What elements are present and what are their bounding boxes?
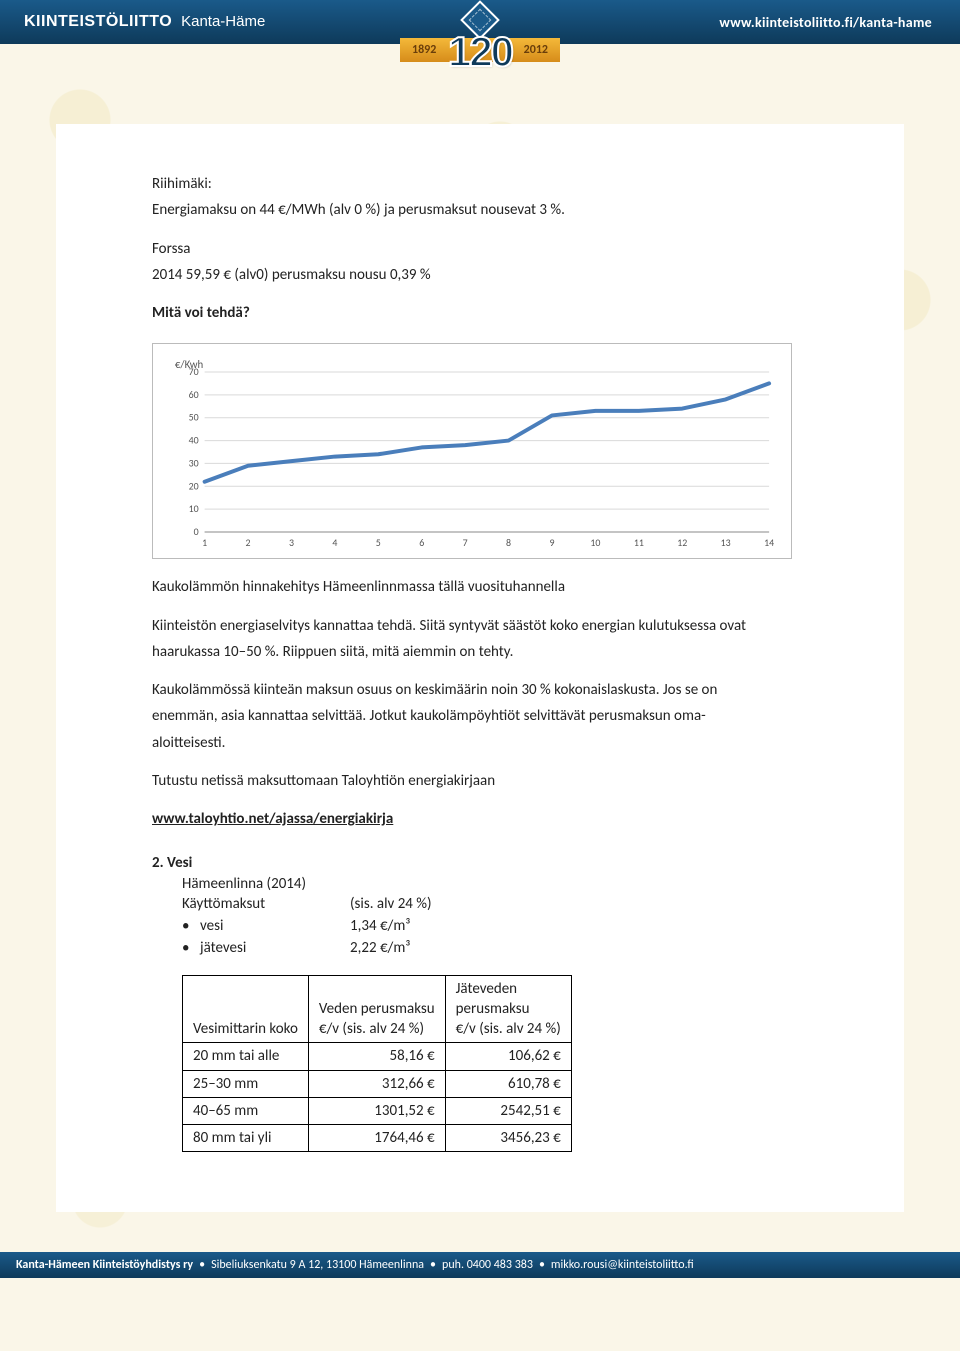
bullet-icon: • [182, 938, 200, 958]
usage-fees-row: Käyttömaksut (sis. alv 24 %) [182, 894, 832, 914]
cell-size: 80 mm tai yli [183, 1125, 309, 1152]
col-water-fee: Veden perusmaksu €/v (sis. alv 24 %) [308, 975, 445, 1043]
svg-text:10: 10 [189, 503, 199, 515]
page-container: Riihimäki: Energiamaksu on 44 €/MWh (alv… [56, 124, 904, 1212]
fee-item-value: 2,22 €/m³ [350, 938, 470, 958]
dot-icon: • [539, 1258, 545, 1272]
cell-water: 1764,46 € [308, 1125, 445, 1152]
svg-text:11: 11 [634, 537, 644, 549]
energy-book-link[interactable]: www.taloyhtio.net/ajassa/energiakirja [152, 809, 832, 829]
chart-caption: Kaukolämmön hinnakehitys Hämeenlinnmassa… [152, 577, 832, 597]
svg-text:12: 12 [677, 537, 687, 549]
p1b: haarukassa 10–50 %. Riippuen siitä, mitä… [152, 642, 832, 662]
water-table: Vesimittarin koko Veden perusmaksu €/v (… [182, 975, 572, 1153]
col-meter-size: Vesimittarin koko [183, 975, 309, 1043]
col-water-fee-b: €/v (sis. alv 24 %) [319, 1019, 435, 1039]
riihimaki-line: Energiamaksu on 44 €/MWh (alv 0 %) ja pe… [152, 200, 832, 220]
anniversary-number: 120 [448, 28, 512, 76]
svg-text:20: 20 [189, 480, 199, 492]
col-waste-fee: Jäteveden perusmaksu €/v (sis. alv 24 %) [445, 975, 571, 1043]
chart-container: €/Kwh0102030405060701234567891011121314 [152, 343, 792, 559]
footer-bar: Kanta-Hämeen Kiinteistöyhdistys ry • Sib… [0, 1252, 960, 1278]
cell-water: 1301,52 € [308, 1097, 445, 1124]
svg-text:30: 30 [189, 458, 199, 470]
cell-waste: 3456,23 € [445, 1125, 571, 1152]
fee-item-label: vesi [200, 916, 350, 936]
anniv-year-to: 2012 [524, 43, 548, 57]
svg-text:13: 13 [721, 537, 731, 549]
fee-item-label: jätevesi [200, 938, 350, 958]
col-waste-fee-a: Jäteveden [456, 979, 561, 999]
forssa-label: Forssa [152, 239, 832, 259]
cell-water: 312,66 € [308, 1070, 445, 1097]
footer-phone: puh. 0400 483 383 [442, 1258, 533, 1272]
table-row: 80 mm tai yli1764,46 €3456,23 € [183, 1125, 572, 1152]
footer-email[interactable]: mikko.rousi@kiinteistoliitto.fi [551, 1258, 694, 1272]
svg-text:3: 3 [289, 537, 294, 549]
svg-text:0: 0 [194, 526, 199, 538]
section-2-title: Vesi [167, 854, 192, 872]
list-item: •vesi1,34 €/m³ [182, 916, 832, 936]
table-header-row: Vesimittarin koko Veden perusmaksu €/v (… [183, 975, 572, 1043]
cell-waste: 106,62 € [445, 1043, 571, 1070]
line-chart: €/Kwh0102030405060701234567891011121314 [165, 354, 779, 554]
section-2-num: 2. [152, 854, 164, 872]
p2b: enemmän, asia kannattaa selvittää. Jotku… [152, 706, 832, 726]
cell-size: 40–65 mm [183, 1097, 309, 1124]
riihimaki-label: Riihimäki: [152, 174, 832, 194]
svg-text:40: 40 [189, 435, 199, 447]
cell-water: 58,16 € [308, 1043, 445, 1070]
dot-icon: • [430, 1258, 436, 1272]
header-brand: KIINTEISTÖLIITTO Kanta-Häme [24, 13, 265, 31]
table-row: 20 mm tai alle58,16 €106,62 € [183, 1043, 572, 1070]
table-row: 40–65 mm1301,52 €2542,51 € [183, 1097, 572, 1124]
svg-text:8: 8 [506, 537, 511, 549]
brand-region: Kanta-Häme [181, 13, 265, 30]
usage-fees-note: (sis. alv 24 %) [350, 894, 432, 914]
p2a: Kaukolämmössä kiinteän maksun osuus on k… [152, 680, 832, 700]
list-item: •jätevesi2,22 €/m³ [182, 938, 832, 958]
bullet-icon: • [182, 916, 200, 936]
col-waste-fee-c: €/v (sis. alv 24 %) [456, 1019, 561, 1039]
brand-name: KIINTEISTÖLIITTO [24, 13, 172, 30]
col-waste-fee-b: perusmaksu [456, 999, 561, 1019]
footer-address: Sibeliuksenkatu 9 A 12, 13100 Hämeenlinn… [211, 1258, 424, 1272]
content-area: Riihimäki: Energiamaksu on 44 €/MWh (alv… [56, 124, 904, 1212]
fee-list: •vesi1,34 €/m³•jätevesi2,22 €/m³ [152, 916, 832, 959]
section-2-head: 2. Vesi [152, 853, 832, 873]
cell-waste: 610,78 € [445, 1070, 571, 1097]
svg-text:2: 2 [246, 537, 251, 549]
table-row: 25–30 mm312,66 €610,78 € [183, 1070, 572, 1097]
anniversary-badge: 1892 2012 120 [400, 0, 560, 88]
p3: Tutustu netissä maksuttomaan Taloyhtiön … [152, 771, 832, 791]
svg-text:10: 10 [590, 537, 600, 549]
cell-waste: 2542,51 € [445, 1097, 571, 1124]
anniv-year-from: 1892 [412, 43, 436, 57]
svg-text:4: 4 [332, 537, 337, 549]
fee-item-value: 1,34 €/m³ [350, 916, 470, 936]
footer-org: Kanta-Hämeen Kiinteistöyhdistys ry [16, 1258, 193, 1272]
svg-text:1: 1 [202, 537, 207, 549]
p2c: aloitteisesti. [152, 733, 832, 753]
cell-size: 25–30 mm [183, 1070, 309, 1097]
col-water-fee-a: Veden perusmaksu [319, 999, 435, 1019]
svg-text:60: 60 [189, 389, 199, 401]
svg-text:7: 7 [463, 537, 468, 549]
forssa-line: 2014 59,59 € (alv0) perusmaksu nousu 0,3… [152, 265, 832, 285]
header-url[interactable]: www.kiinteistoliitto.fi/kanta-hame [719, 14, 932, 31]
svg-text:6: 6 [419, 537, 424, 549]
svg-text:5: 5 [376, 537, 381, 549]
cell-size: 20 mm tai alle [183, 1043, 309, 1070]
dot-icon: • [199, 1258, 205, 1272]
section-2-sub: Hämeenlinna (2014) [182, 874, 832, 894]
svg-text:70: 70 [189, 366, 199, 378]
svg-text:50: 50 [189, 412, 199, 424]
question-heading: Mitä voi tehdä? [152, 303, 832, 323]
usage-fees-label: Käyttömaksut [182, 894, 350, 914]
svg-text:14: 14 [764, 537, 774, 549]
svg-text:9: 9 [549, 537, 554, 549]
p1a: Kiinteistön energiaselvitys kannattaa te… [152, 616, 832, 636]
